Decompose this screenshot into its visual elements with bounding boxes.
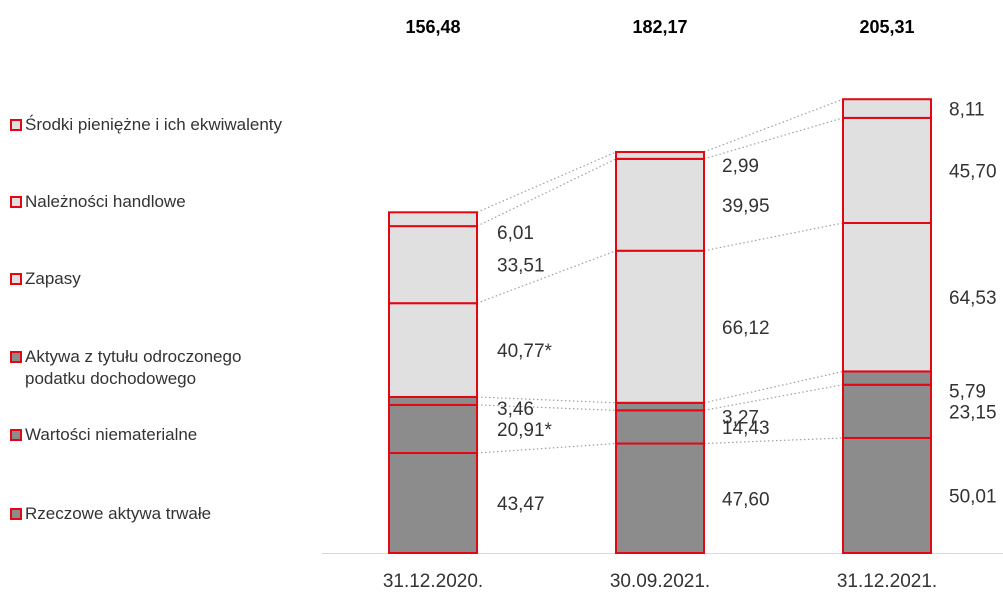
x-tick-label: 31.12.2021. <box>837 571 937 592</box>
legend-item-naleznosci-handlowe: Należności handlowe <box>10 191 330 213</box>
bar-segment <box>615 249 705 404</box>
legend-item-rzeczowe-aktywa: Rzeczowe aktywa trwałe <box>10 503 330 525</box>
bar-segment <box>388 452 478 555</box>
connector-line <box>703 222 844 252</box>
legend-label: Aktywa z tytułu odroczonego podatku doch… <box>25 347 242 388</box>
total-label: 205,31 <box>859 17 914 37</box>
bar-segment <box>615 157 705 252</box>
bar-segment <box>842 98 932 119</box>
data-label: 39,95 <box>722 196 770 217</box>
bar-stack <box>842 98 932 554</box>
legend-swatch <box>10 508 22 520</box>
chart-legend: Środki pieniężne i ich ekwiwalenty Należ… <box>0 0 330 597</box>
connector-line <box>703 370 844 404</box>
legend-label: Wartości niematerialne <box>25 425 198 444</box>
bar-segment <box>388 403 478 455</box>
data-label: 64,53 <box>949 288 997 309</box>
connector-line <box>476 442 617 454</box>
bar-segment <box>842 383 932 439</box>
data-label: 43,47 <box>497 494 545 515</box>
bar-segment <box>615 442 705 554</box>
connector-line <box>476 250 617 304</box>
bar-segment <box>388 395 478 406</box>
bar-segment <box>388 211 478 228</box>
legend-swatch <box>10 196 22 208</box>
bar-stack <box>615 150 705 554</box>
connector-line <box>476 151 617 213</box>
data-label: 45,70 <box>949 161 997 182</box>
connector-lines <box>476 98 844 454</box>
data-label: 6,01 <box>497 223 534 244</box>
data-label: 66,12 <box>722 318 770 339</box>
data-label: 23,15 <box>949 402 997 423</box>
legend-swatch <box>10 119 22 131</box>
legend-item-aktywa-podatek: Aktywa z tytułu odroczonego podatku doch… <box>10 346 330 390</box>
bar-segment <box>615 409 705 445</box>
bar-segment <box>842 370 932 386</box>
data-label: 8,11 <box>949 100 985 121</box>
legend-label: Należności handlowe <box>25 192 186 211</box>
legend-item-wartosci-niematerialne: Wartości niematerialne <box>10 424 330 446</box>
bar-segment <box>615 150 705 160</box>
legend-swatch <box>10 429 22 441</box>
legend-label: Rzeczowe aktywa trwałe <box>25 504 212 523</box>
data-label: 14,43 <box>722 418 770 439</box>
data-label: 3,46 <box>497 399 534 420</box>
total-label: 156,48 <box>405 17 460 37</box>
total-label: 182,17 <box>632 17 687 37</box>
data-label: 33,51 <box>497 256 545 277</box>
legend-label: Zapasy <box>25 269 81 288</box>
bar-stack <box>388 211 478 555</box>
legend-swatch <box>10 351 22 363</box>
legend-label: Środki pieniężne i ich ekwiwalenty <box>25 115 283 134</box>
bar-segment <box>842 221 932 373</box>
bar-segment <box>615 401 705 412</box>
x-tick-label: 30.09.2021. <box>610 571 710 592</box>
data-label: 5,79 <box>949 382 986 403</box>
connector-line <box>703 117 844 160</box>
legend-item-srodki-pieniezne: Środki pieniężne i ich ekwiwalenty <box>10 114 330 136</box>
connector-line <box>476 158 617 227</box>
data-label: 20,91* <box>497 420 553 441</box>
data-label: 47,60 <box>722 489 770 510</box>
connector-line <box>703 98 844 153</box>
bar-segment <box>842 436 932 554</box>
x-tick-label: 31.12.2020. <box>383 571 483 592</box>
bar-segment <box>842 116 932 224</box>
data-label: 50,01 <box>949 486 997 507</box>
data-label: 2,99 <box>722 156 759 177</box>
data-label: 3,27 <box>722 407 759 428</box>
legend-item-zapasy: Zapasy <box>10 268 330 290</box>
bar-segment <box>388 302 478 398</box>
legend-swatch <box>10 273 22 285</box>
data-label: 40,77* <box>497 341 553 362</box>
bar-segment <box>388 225 478 305</box>
